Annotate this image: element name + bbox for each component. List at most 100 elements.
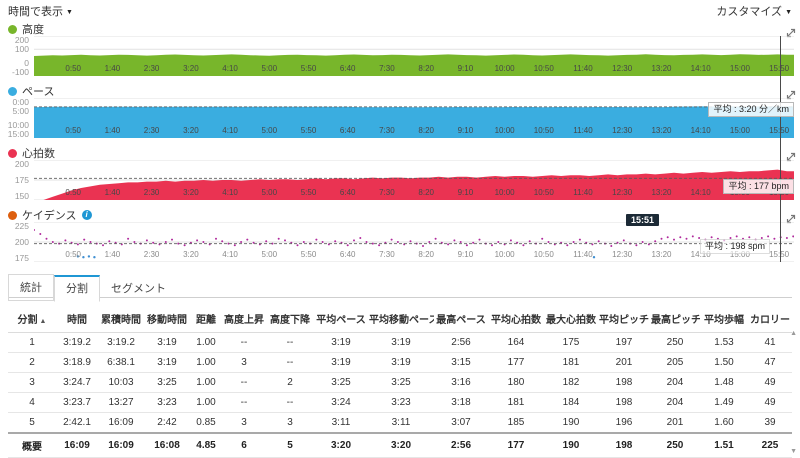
info-icon[interactable]: i [81, 210, 92, 220]
customize-label: カスタマイズ [716, 6, 783, 18]
table-row[interactable]: 3 3:24.7 10:03 3:25 1.00 -- 2 3:25 3:25 3:16 180 18… [8, 372, 792, 393]
cell-calories: 49 [748, 392, 792, 413]
column-header-max-hr[interactable]: 最大心拍数 [544, 304, 598, 333]
tab-splits[interactable]: 分割 [54, 275, 100, 302]
column-header-distance[interactable]: 距離 [190, 304, 222, 333]
time-display-label: 時間で表示 [8, 6, 63, 18]
cell-avg-hr: 180 [488, 372, 544, 393]
svg-text:5:00: 5:00 [262, 250, 278, 259]
svg-text:7:30: 7:30 [379, 250, 395, 259]
cell-moving-time: 3:23 [144, 392, 190, 413]
cadence-plot[interactable]: 0:50 1:40 2:30 3:20 4:10 5:00 5:50 6:40 7:30 8:20… [34, 214, 794, 262]
summary-cell-best-pace: 2:56 [434, 432, 488, 458]
cell-avg-cadence: 198 [598, 372, 650, 393]
y-tick-label: 200 [14, 237, 29, 247]
column-header-avg-moving-pace[interactable]: 平均移動ペース [368, 304, 434, 333]
column-header-elev-loss[interactable]: 高度下降 [266, 304, 314, 333]
svg-text:10:00: 10:00 [495, 250, 516, 259]
svg-text:11:40: 11:40 [573, 126, 593, 135]
pace-plot[interactable]: 0:50 1:40 2:30 3:20 4:10 5:00 5:50 6:40 7:30 8:20… [34, 98, 794, 138]
elevation-legend: 高度 [0, 22, 800, 38]
column-header-max-cadence[interactable]: 最高ピッチ [650, 304, 700, 333]
svg-text:10:00: 10:00 [495, 188, 516, 197]
column-header-lap[interactable]: 分割 ▲ [8, 304, 56, 333]
svg-text:15:50: 15:50 [769, 250, 790, 259]
svg-text:4:10: 4:10 [222, 188, 238, 197]
svg-text:8:20: 8:20 [418, 64, 434, 73]
cell-avg-moving-pace: 3:11 [368, 412, 434, 434]
svg-text:14:10: 14:10 [691, 126, 712, 135]
cell-time: 2:42.1 [56, 412, 98, 434]
cadence-legend-dot-icon [8, 210, 17, 220]
tab-segments[interactable]: セグメント [111, 283, 166, 295]
summary-cell-lap: 概要 [8, 432, 56, 458]
elevation-y-axis: 200 100 0 -100 [0, 35, 34, 77]
svg-text:10:50: 10:50 [534, 126, 555, 135]
svg-text:10:50: 10:50 [534, 188, 555, 197]
elevation-legend-label: 高度 [22, 24, 44, 36]
svg-text:12:30: 12:30 [612, 64, 633, 73]
column-header-calories[interactable]: カロリー [748, 304, 792, 333]
summary-row: 概要 16:09 16:09 16:08 4.85 6 5 3:20 3:20 2:56 177 19… [8, 432, 792, 458]
svg-text:4:10: 4:10 [222, 64, 238, 73]
cell-max-cadence: 250 [650, 332, 700, 353]
splits-table-wrap: 分割 ▲ 時間 累積時間 移動時間 距離 高度上昇 高度下降 平均ペース 平均移動ペース 最高ペース… [8, 304, 797, 458]
svg-text:12:30: 12:30 [612, 250, 633, 259]
cell-lap: 1 [8, 332, 56, 353]
column-header-best-pace[interactable]: 最高ペース [434, 304, 488, 333]
svg-text:2:30: 2:30 [144, 126, 160, 135]
cell-elev-gain: -- [222, 332, 266, 353]
column-header-moving-time[interactable]: 移動時間 [144, 304, 190, 333]
heart-rate-legend-label: 心拍数 [22, 148, 55, 160]
cell-best-pace: 2:56 [434, 332, 488, 353]
cell-calories: 39 [748, 412, 792, 434]
summary-cell-distance: 4.85 [190, 432, 222, 458]
tab-stats[interactable]: 統計 [8, 274, 54, 301]
svg-text:7:30: 7:30 [379, 64, 395, 73]
customize-dropdown[interactable]: カスタマイズ ▼ [716, 3, 792, 19]
column-header-time[interactable]: 時間 [56, 304, 98, 333]
column-header-avg-cadence[interactable]: 平均ピッチ [598, 304, 650, 333]
column-header-cumulative-time[interactable]: 累積時間 [98, 304, 144, 333]
toolbar: 時間で表示 ▼ カスタマイズ ▼ [0, 0, 800, 19]
cell-elev-gain: -- [222, 392, 266, 413]
y-tick-label: 100 [14, 44, 29, 55]
svg-text:6:40: 6:40 [340, 250, 356, 259]
cell-avg-hr: 181 [488, 392, 544, 413]
y-tick-label: 200 [14, 35, 29, 45]
y-tick-label: 175 [14, 253, 29, 263]
svg-text:3:20: 3:20 [183, 126, 199, 135]
table-row[interactable]: 1 3:19.2 3:19.2 3:19 1.00 -- -- 3:19 3:19 2:56 164… [8, 332, 792, 353]
cadence-legend: ケイデンス i [0, 208, 800, 224]
cell-avg-moving-pace: 3:19 [368, 332, 434, 353]
table-row[interactable]: 4 3:23.7 13:27 3:23 1.00 -- -- 3:24 3:23 3:18 181 1… [8, 392, 792, 413]
cell-max-hr: 184 [544, 392, 598, 413]
table-row[interactable]: 5 2:42.1 16:09 2:42 0.85 3 3 3:11 3:11 3:07 185 190… [8, 412, 792, 434]
svg-text:8:20: 8:20 [418, 250, 434, 259]
svg-text:2:30: 2:30 [144, 188, 160, 197]
svg-text:0:50: 0:50 [65, 188, 81, 197]
heart-rate-y-axis: 200 175 150 [0, 160, 34, 201]
scroll-up-icon[interactable]: ▲ [790, 330, 797, 337]
svg-text:5:00: 5:00 [262, 64, 278, 73]
heart-rate-plot[interactable]: 0:50 1:40 2:30 3:20 4:10 5:00 5:50 6:40 7:30 8:20… [34, 160, 794, 200]
time-display-dropdown[interactable]: 時間で表示 ▼ [8, 3, 73, 19]
svg-text:8:20: 8:20 [418, 126, 434, 135]
table-row[interactable]: 2 3:18.9 6:38.1 3:19 1.00 3 -- 3:19 3:19 3:15 177 1… [8, 352, 792, 373]
scroll-down-icon[interactable]: ▼ [790, 448, 797, 455]
svg-text:4:10: 4:10 [222, 126, 238, 135]
tab-bar: 統計 分割 セグメント [8, 274, 792, 302]
summary-cell-avg-hr: 177 [488, 432, 544, 458]
column-header-avg-stride[interactable]: 平均歩幅 [700, 304, 748, 333]
column-header-avg-hr[interactable]: 平均心拍数 [488, 304, 544, 333]
svg-text:6:40: 6:40 [340, 188, 356, 197]
column-header-avg-pace[interactable]: 平均ペース [314, 304, 368, 333]
cell-elev-loss: -- [266, 352, 314, 373]
summary-cell-max-hr: 190 [544, 432, 598, 458]
y-tick-label: -100 [11, 67, 29, 77]
svg-text:0:50: 0:50 [65, 250, 81, 259]
column-header-elev-gain[interactable]: 高度上昇 [222, 304, 266, 333]
cell-best-pace: 3:16 [434, 372, 488, 393]
cursor-line [780, 36, 781, 262]
elevation-plot[interactable]: 0:50 1:40 2:30 3:20 4:10 5:00 5:50 6:40 7:30 8:20… [34, 36, 794, 76]
